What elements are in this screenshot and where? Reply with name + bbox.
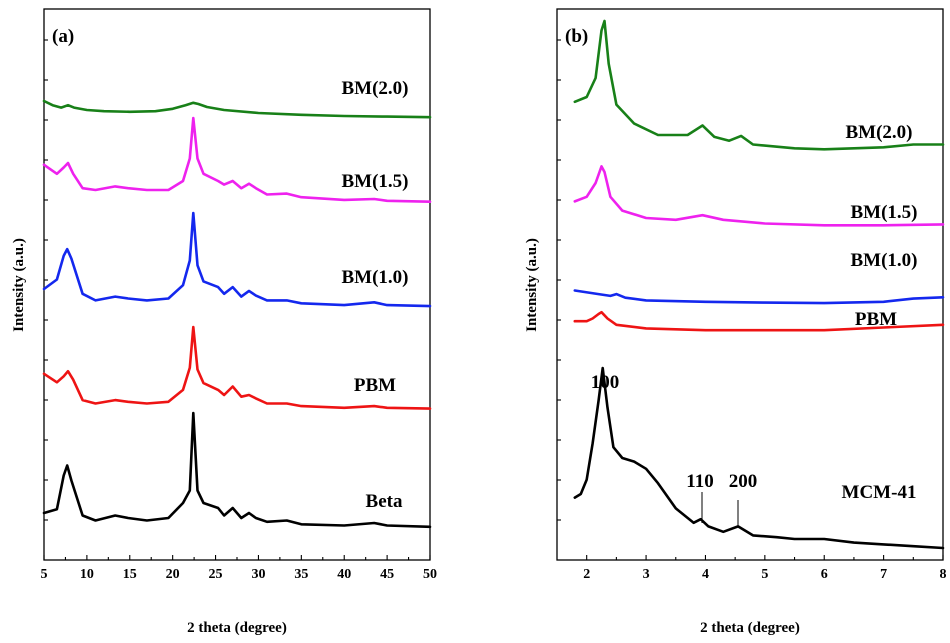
series-label: BM(1.5): [850, 202, 917, 223]
panel-b-x-ticks: 2 3 4 5 6 7 8: [557, 39, 947, 582]
series-curve-bm-1-5-: [573, 165, 945, 227]
x-tick-label: 50: [423, 567, 437, 582]
series-curve-bm-2-0-: [573, 19, 945, 151]
series-curve-bm-1-5-: [42, 116, 432, 203]
panel-b-frame: [556, 8, 944, 561]
series-curve-mcm-41: [573, 366, 945, 550]
series-curve-bm-1-0-: [42, 211, 432, 308]
x-tick-label: 15: [123, 567, 137, 582]
x-tick-label: 4: [702, 567, 709, 582]
x-tick-label: 5: [761, 567, 768, 582]
series-label: MCM-41: [842, 482, 917, 503]
series-curve-pbm: [42, 325, 432, 410]
x-tick-label: 10: [80, 567, 94, 582]
x-tick-label: 6: [821, 567, 828, 582]
series-curve-beta: [42, 411, 432, 529]
series-label: PBM: [354, 375, 396, 396]
panel-a-x-ticks: 5 10 15 20 25 30 35 40 45 50: [41, 39, 437, 582]
series-label: BM(2.0): [341, 78, 408, 99]
panel-b-x-axis-label: 2 theta (degree): [700, 620, 800, 636]
panel-a-x-axis-label: 2 theta (degree): [187, 620, 287, 636]
x-tick-label: 35: [294, 567, 308, 582]
x-tick-label: 30: [251, 567, 265, 582]
series-curve-bm-1-0-: [573, 289, 945, 305]
panel-a-label: (a): [52, 26, 74, 47]
x-tick-label: 2: [583, 567, 590, 582]
x-tick-label: 3: [643, 567, 650, 582]
x-tick-label: 45: [380, 567, 394, 582]
series-curve-pbm: [573, 310, 945, 332]
panel-b-y-axis-label: Intensity (a.u.): [524, 238, 540, 332]
series-label: BM(1.0): [850, 250, 917, 271]
x-tick-label: 20: [166, 567, 180, 582]
series-label: BM(2.0): [845, 122, 912, 143]
series-label: PBM: [855, 309, 897, 330]
x-tick-label: 5: [41, 567, 48, 582]
peak-label-100: 100: [591, 372, 620, 393]
series-label: Beta: [366, 491, 403, 512]
series-curve-bm-2-0-: [42, 99, 432, 119]
x-tick-label: 40: [337, 567, 351, 582]
panel-a-series-labels: BM(2.0) BM(1.5) BM(1.0) PBM Beta: [341, 78, 408, 512]
series-label: BM(1.0): [341, 267, 408, 288]
peak-label-200: 200: [729, 471, 758, 492]
panel-a: (a) 5 10 15 20 25 30 35 40 45 50 BM(2.0)BM(1.5)BM…: [11, 8, 437, 636]
x-tick-label: 25: [209, 567, 223, 582]
panel-b-label: (b): [565, 26, 588, 47]
panel-a-y-axis-label: Intensity (a.u.): [11, 238, 27, 332]
panel-b-series-labels: BM(2.0) BM(1.5) BM(1.0) PBM MCM-41: [842, 122, 918, 503]
series-label: BM(1.5): [341, 171, 408, 192]
panel-b: (b) 2 3 4 5 6 7 8 BM(2.0) BM(1.5) BM(1.0) PBM MCM-…: [524, 8, 947, 636]
panel-a-curves: [42, 99, 432, 529]
panel-b-curves: [573, 19, 945, 550]
x-tick-label: 7: [880, 567, 887, 582]
peak-label-110: 110: [686, 471, 713, 492]
x-tick-label: 8: [940, 567, 947, 582]
